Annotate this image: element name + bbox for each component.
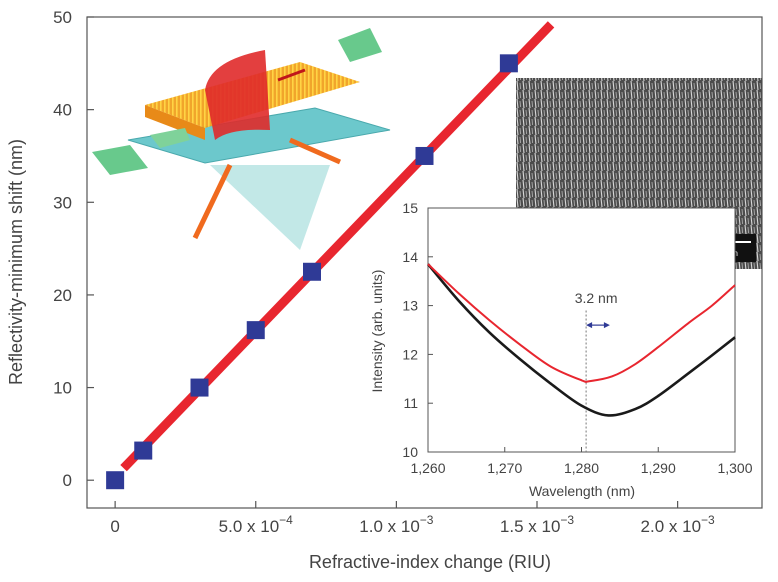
main-x-tick-label: 2.0 x 10−3 — [641, 513, 716, 536]
shift-annotation: 3.2 nm — [575, 290, 618, 306]
main-y-tick-label: 10 — [53, 379, 72, 398]
data-point-marker — [499, 54, 518, 73]
nanorod-waveguide-schematic — [92, 28, 391, 250]
main-x-axis-label: Refractive-index change (RIU) — [309, 552, 551, 572]
data-point-marker — [190, 378, 209, 397]
inset-x-tick-label: 1,290 — [641, 460, 676, 476]
inset-axes-frame — [427, 207, 736, 453]
data-point-marker — [106, 471, 125, 490]
spectrum-inset: 1,260 1,270 1,280 1,290 1,300 10 11 12 13 14 15 W… — [369, 200, 753, 499]
wavevector-arrow-icon — [277, 68, 306, 82]
output-ray-icon — [288, 137, 342, 165]
main-y-tick-label: 50 — [53, 8, 72, 27]
input-ray-icon — [192, 163, 233, 240]
inset-x-tick-label: 1,260 — [410, 460, 445, 476]
inset-x-tick-label: 1,300 — [717, 460, 752, 476]
main-y-axis-label: Reflectivity-minimum shift (nm) — [6, 139, 26, 385]
inset-y-tick-label: 14 — [402, 249, 418, 265]
polarizer-left-icon — [150, 128, 190, 148]
inset-x-ticks: 1,260 1,270 1,280 1,290 1,300 — [410, 447, 753, 476]
arrow-head-right-icon — [603, 322, 610, 329]
data-point-marker — [303, 262, 321, 281]
main-x-tick-label: 0 — [110, 517, 119, 536]
nanorod-side-icon — [145, 105, 205, 140]
data-point-marker — [134, 441, 153, 460]
main-y-tick-label: 0 — [63, 471, 72, 490]
series-red-curve — [427, 263, 736, 383]
main-y-ticks: 0 10 20 30 40 50 — [53, 8, 94, 490]
inset-y-ticks: 10 11 12 13 14 15 — [402, 200, 433, 460]
light-beam-icon — [205, 50, 270, 140]
inset-x-axis-label: Wavelength (nm) — [529, 483, 635, 499]
prism-icon — [210, 165, 330, 250]
output-polarizer-icon — [338, 28, 382, 62]
inset-y-tick-label: 10 — [402, 444, 418, 460]
main-x-tick-label: 1.5 x 10−3 — [500, 513, 575, 536]
data-point-marker — [246, 321, 265, 340]
inset-x-tick-label: 1,270 — [487, 460, 522, 476]
data-markers — [106, 54, 518, 490]
main-y-tick-label: 30 — [53, 193, 72, 212]
main-x-ticks: 0 5.0 x 10−4 1.0 x 10−3 1.5 x 10−3 2.0 x 10−… — [110, 501, 715, 536]
inset-y-tick-label: 11 — [403, 395, 418, 411]
main-x-tick-label: 5.0 x 10−4 — [219, 513, 294, 536]
arrow-head-left-icon — [586, 322, 593, 329]
series-black-curve — [427, 263, 736, 417]
inset-y-tick-label: 13 — [402, 298, 418, 314]
inset-y-axis-label: Intensity (arb. units) — [369, 270, 385, 393]
main-y-tick-label: 20 — [53, 286, 72, 305]
inset-x-tick-label: 1,280 — [564, 460, 599, 476]
inset-y-tick-label: 15 — [402, 200, 418, 216]
data-point-marker — [415, 146, 434, 165]
main-plot-area: 0 5.0 x 10−4 1.0 x 10−3 1.5 x 10−3 2.0 x 10−… — [6, 8, 763, 572]
main-x-tick-label: 1.0 x 10−3 — [359, 513, 434, 536]
main-y-tick-label: 40 — [53, 101, 72, 120]
input-polarizer-icon — [92, 145, 148, 175]
inset-y-tick-label: 12 — [402, 346, 418, 362]
